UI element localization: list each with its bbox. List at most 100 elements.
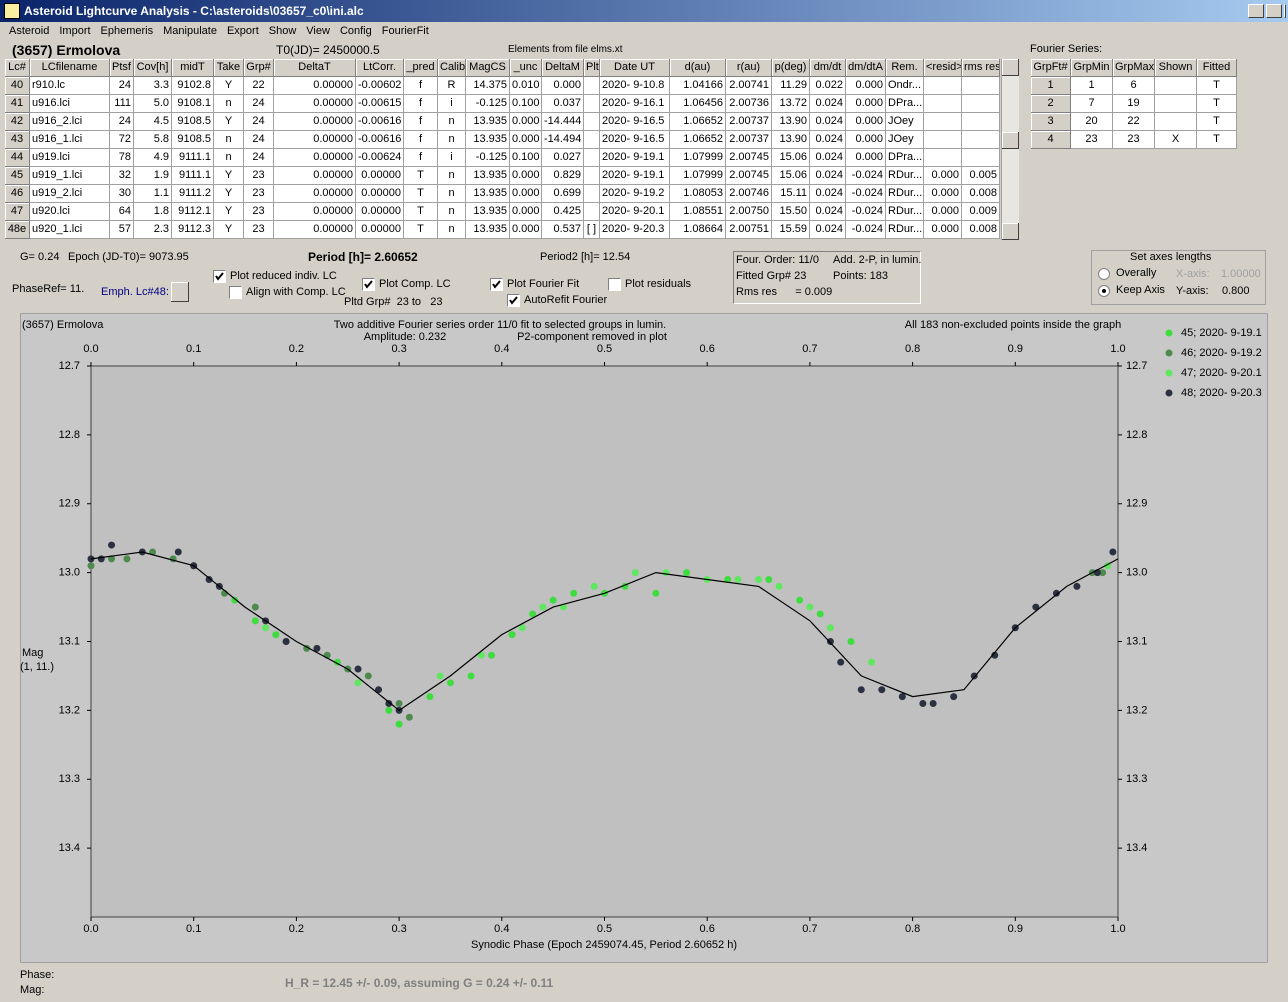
table-cell[interactable]: 43	[5, 131, 30, 149]
table-header: _pred	[404, 59, 438, 77]
x-tick-label: 0.2	[289, 923, 304, 935]
data-point	[354, 665, 362, 673]
data-point	[970, 672, 978, 680]
x-tick-label: 0.1	[186, 343, 201, 355]
checkbox[interactable]	[507, 294, 520, 307]
table-cell[interactable]: 41	[5, 95, 30, 113]
y-tick-label: 13.4	[1126, 842, 1147, 854]
data-point	[405, 713, 413, 721]
menu-item[interactable]: Import	[59, 25, 91, 37]
table-cell: n	[438, 221, 466, 239]
data-point	[282, 638, 290, 645]
fourier-cell[interactable]: 2	[1031, 95, 1071, 113]
table-cell: 0.024	[810, 131, 846, 149]
scroll-up[interactable]	[1002, 59, 1019, 76]
table-cell[interactable]: 45	[5, 167, 30, 185]
data-point	[652, 589, 660, 597]
table-cell	[924, 113, 962, 131]
fourier-cell[interactable]: 3	[1031, 113, 1071, 131]
data-point	[898, 693, 906, 701]
table-cell: f	[404, 95, 438, 113]
radio-button[interactable]	[1098, 285, 1110, 297]
table-cell: 9102.8	[172, 77, 214, 95]
minimize-button[interactable]	[1248, 4, 1264, 18]
scrollbar[interactable]	[1001, 59, 1019, 240]
table-cell: R	[438, 77, 466, 95]
fourier-cell[interactable]: 4	[1031, 131, 1071, 149]
menu-item[interactable]: Config	[339, 25, 372, 37]
data-point	[1052, 589, 1060, 597]
legend-label: 48; 2020- 9-20.3	[1181, 387, 1262, 399]
table-cell[interactable]: 46	[5, 185, 30, 203]
table-cell	[962, 131, 1000, 149]
check-mark	[364, 280, 373, 289]
table-cell: 23	[244, 167, 274, 185]
menu-item[interactable]: Export	[226, 25, 259, 37]
menu-item[interactable]: Ephemeris	[100, 25, 154, 37]
data-point	[950, 693, 958, 701]
table-cell[interactable]: 40	[5, 77, 30, 95]
menu-item[interactable]: FourierFit	[381, 25, 429, 37]
table-cell: 23	[244, 221, 274, 239]
table-cell	[584, 185, 600, 203]
table-cell[interactable]: 44	[5, 149, 30, 167]
table-header: rms res	[962, 59, 1000, 77]
table-cell: 24	[244, 95, 274, 113]
table-cell[interactable]: 42	[5, 113, 30, 131]
x-tick-label: 0.7	[802, 923, 817, 935]
checkbox[interactable]	[490, 278, 503, 291]
data-point	[508, 631, 516, 639]
table-cell	[584, 203, 600, 221]
menu-item[interactable]: View	[306, 25, 330, 37]
menu-item[interactable]: Show	[268, 25, 297, 37]
menu-item[interactable]: Manipulate	[163, 25, 217, 37]
checkbox[interactable]	[229, 286, 242, 299]
table-cell: 0.000	[510, 203, 542, 221]
table-cell: i	[438, 95, 466, 113]
scroll-down[interactable]	[1002, 223, 1019, 240]
close-button[interactable]	[1284, 4, 1286, 18]
table-cell: 2020- 9-19.1	[600, 149, 670, 167]
data-point	[529, 610, 537, 618]
menu-item[interactable]: Asteroid	[9, 25, 50, 37]
data-point	[734, 576, 742, 584]
table-cell: n	[214, 131, 244, 149]
x-axis-value: 1.00000	[1221, 268, 1261, 280]
table-cell: DPra...	[886, 95, 924, 113]
table-cell: 0.008	[962, 185, 1000, 203]
pltd-grp-label: Pltd Grp# 23 to 23	[344, 296, 443, 308]
data-point	[446, 679, 454, 687]
data-point	[313, 644, 321, 652]
table-cell: Y	[214, 167, 244, 185]
table-cell[interactable]: 48e	[5, 221, 30, 239]
data-point	[251, 617, 259, 625]
info-text: Rms res = 0.009	[736, 286, 833, 298]
table-cell: 1.1	[134, 185, 172, 203]
checkbox[interactable]	[362, 278, 375, 291]
checkbox-label: Plot reduced indiv. LC	[230, 270, 337, 282]
data-point	[364, 672, 372, 680]
y-tick-label: 13.0	[59, 567, 80, 579]
data-point	[436, 672, 444, 680]
table-cell: 0.699	[542, 185, 584, 203]
table-cell[interactable]: 47	[5, 203, 30, 221]
table-cell: RDur...	[886, 221, 924, 239]
axes-group	[1091, 250, 1266, 305]
fourier-cell: 1	[1071, 77, 1113, 95]
table-cell: 1.04166	[670, 77, 726, 95]
spinner[interactable]	[171, 282, 189, 302]
table-cell: 0.022	[810, 77, 846, 95]
checkbox[interactable]	[213, 270, 226, 283]
table-header: LtCorr.	[356, 59, 404, 77]
table-cell: 0.024	[810, 149, 846, 167]
table-cell: 13.935	[466, 221, 510, 239]
scroll-thumb[interactable]	[1002, 132, 1019, 149]
fourier-cell[interactable]: 1	[1031, 77, 1071, 95]
table-cell: 0.000	[846, 149, 886, 167]
table-cell: f	[404, 131, 438, 149]
checkbox[interactable]	[608, 278, 621, 291]
radio-button[interactable]	[1098, 268, 1110, 280]
table-cell: Y	[214, 77, 244, 95]
table-cell: i	[438, 149, 466, 167]
maximize-button[interactable]	[1266, 4, 1282, 18]
